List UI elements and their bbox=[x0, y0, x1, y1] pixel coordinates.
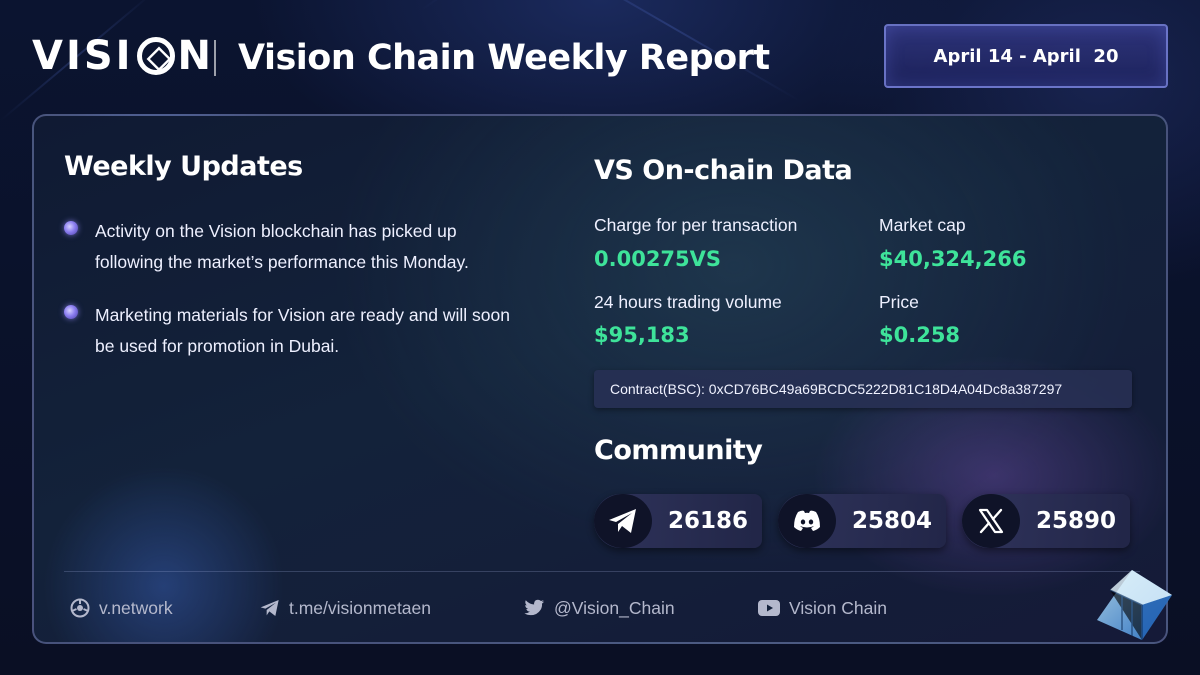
telegram-members-pill[interactable]: 26186 bbox=[594, 494, 762, 548]
community-title: Community bbox=[594, 435, 763, 466]
price-label: Price bbox=[879, 292, 919, 312]
price-value: $0.258 bbox=[879, 323, 961, 347]
volume-label: 24 hours trading volume bbox=[594, 292, 782, 312]
logo-cube-icon bbox=[136, 37, 175, 75]
telegram-icon bbox=[260, 600, 279, 616]
footer-website-link[interactable]: v.network bbox=[70, 596, 173, 620]
footer-twitter-link[interactable]: @Vision_Chain bbox=[524, 596, 675, 620]
x-icon bbox=[962, 494, 1020, 548]
bullet-icon bbox=[64, 221, 78, 235]
vision-logo: VISI N bbox=[32, 36, 214, 76]
market-cap-label: Market cap bbox=[879, 215, 966, 235]
update-item: Activity on the Vision blockchain has pi… bbox=[64, 216, 524, 278]
youtube-icon bbox=[758, 600, 780, 616]
charge-label: Charge for per transaction bbox=[594, 215, 798, 235]
crystal-cube-graphic bbox=[1097, 570, 1172, 640]
market-cap-value: $40,324,266 bbox=[879, 247, 1027, 271]
update-text: Marketing materials for Vision are ready… bbox=[95, 305, 511, 356]
website-text: v.network bbox=[99, 598, 173, 618]
telegram-icon bbox=[594, 494, 652, 548]
update-text: Activity on the Vision blockchain has pi… bbox=[95, 221, 469, 272]
twitter-bird-icon bbox=[524, 599, 545, 616]
discord-icon bbox=[778, 494, 836, 548]
logo-text-left: VISI bbox=[32, 33, 134, 79]
discord-members-pill[interactable]: 25804 bbox=[778, 494, 946, 548]
footer-telegram-link[interactable]: t.me/visionmetaen bbox=[260, 596, 431, 620]
header-divider bbox=[214, 40, 216, 76]
footer-divider bbox=[64, 571, 1140, 572]
x-count: 25890 bbox=[1036, 508, 1117, 534]
contract-address: Contract(BSC): 0xCD76BC49a69BCDC5222D81C… bbox=[594, 370, 1132, 408]
bullet-icon bbox=[64, 305, 78, 319]
discord-count: 25804 bbox=[852, 508, 933, 534]
charge-value: 0.00275VS bbox=[594, 247, 722, 271]
update-item: Marketing materials for Vision are ready… bbox=[64, 300, 524, 362]
globe-icon bbox=[70, 598, 90, 618]
weekly-updates-title: Weekly Updates bbox=[64, 151, 303, 182]
twitter-handle-text: @Vision_Chain bbox=[554, 598, 675, 618]
youtube-channel-text: Vision Chain bbox=[789, 598, 887, 618]
telegram-link-text: t.me/visionmetaen bbox=[289, 598, 432, 618]
report-panel: Weekly Updates Activity on the Vision bl… bbox=[32, 114, 1168, 644]
date-range-text: April 14 - April 20 bbox=[933, 45, 1119, 67]
onchain-title: VS On-chain Data bbox=[594, 155, 853, 186]
logo-text-right: N bbox=[177, 33, 215, 79]
telegram-count: 26186 bbox=[668, 508, 749, 534]
volume-value: $95,183 bbox=[594, 323, 690, 347]
date-range-badge: April 14 - April 20 bbox=[884, 24, 1168, 88]
x-followers-pill[interactable]: 25890 bbox=[962, 494, 1130, 548]
footer-youtube-link[interactable]: Vision Chain bbox=[758, 596, 887, 620]
page-title: Vision Chain Weekly Report bbox=[238, 38, 770, 78]
